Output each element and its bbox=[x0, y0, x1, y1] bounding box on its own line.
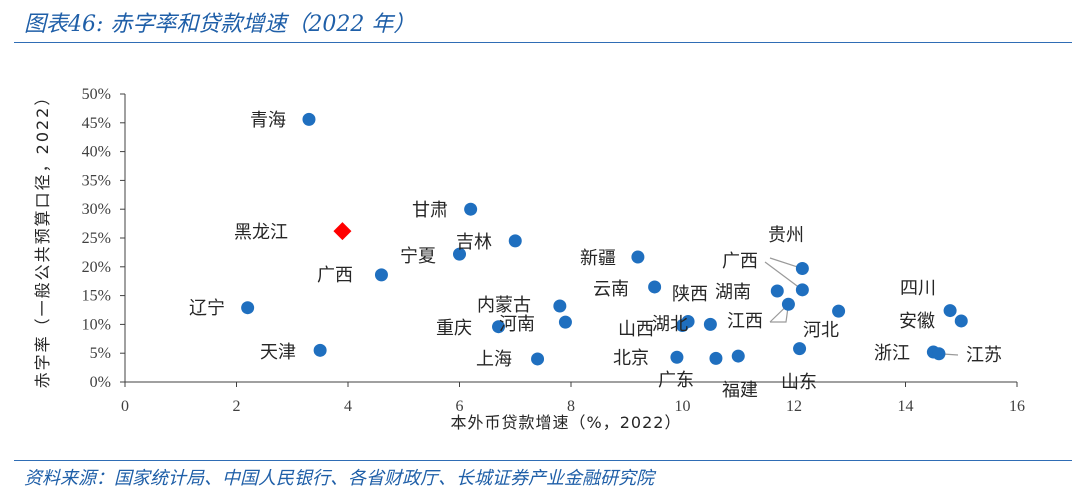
point-label: 湖南 bbox=[715, 282, 751, 303]
x-tick-label: 6 bbox=[456, 398, 464, 415]
bottom-rule bbox=[14, 460, 1072, 461]
source-note: 资料来源：国家统计局、中国人民银行、各省财政厅、长城证券产业金融研究院 bbox=[24, 468, 654, 489]
point-marker bbox=[795, 283, 809, 297]
y-tick-label: 15% bbox=[82, 288, 111, 305]
y-tick-label: 20% bbox=[82, 259, 111, 276]
x-tick-label: 12 bbox=[786, 398, 802, 415]
point-label: 辽宁 bbox=[189, 298, 225, 319]
point-label: 河南 bbox=[499, 314, 535, 335]
point-marker bbox=[531, 352, 545, 366]
point-label: 内蒙古 bbox=[477, 295, 531, 316]
point-marker bbox=[313, 343, 327, 357]
point-marker bbox=[781, 297, 795, 311]
x-tick-label: 10 bbox=[675, 398, 691, 415]
point-label: 湖北 bbox=[652, 314, 688, 335]
x-tick-label: 2 bbox=[233, 398, 241, 415]
x-tick-label: 16 bbox=[1009, 398, 1025, 415]
point-label: 山西 bbox=[618, 319, 654, 340]
point-label: 贵州 bbox=[768, 225, 804, 246]
scatter-chart: 0% 5% 10% 15% 20% 25% 30% 35% 40% 45% 50% 0 2 4 6 8 10 12… bbox=[33, 86, 1025, 432]
point-marker bbox=[676, 319, 689, 333]
point-label: 山东 bbox=[781, 372, 817, 393]
point-marker bbox=[670, 350, 684, 364]
y-tick-label: 0% bbox=[90, 374, 111, 391]
point-label: 重庆 bbox=[436, 318, 472, 339]
point-label: 天津 bbox=[260, 342, 296, 363]
point-label: 青海 bbox=[250, 110, 286, 131]
y-tick-label: 25% bbox=[82, 230, 111, 247]
y-tick-label: 35% bbox=[82, 172, 111, 189]
point-label: 福建 bbox=[722, 380, 758, 401]
x-tick-label: 8 bbox=[567, 398, 575, 415]
point-marker bbox=[508, 234, 522, 248]
point-marker bbox=[709, 351, 723, 365]
figure-title: 图表46: 赤字率和贷款增速（2022 年） bbox=[24, 12, 416, 37]
point-marker bbox=[954, 314, 968, 328]
point-label: 宁夏 bbox=[400, 246, 436, 267]
point-label: 安徽 bbox=[899, 311, 935, 332]
point-marker bbox=[943, 304, 957, 318]
top-rule bbox=[14, 42, 1072, 43]
point-label: 吉林 bbox=[456, 232, 492, 253]
point-label: 浙江 bbox=[874, 343, 910, 364]
point-label: 四川 bbox=[900, 278, 936, 299]
x-tick-label: 0 bbox=[121, 398, 129, 415]
y-axis-title: 赤字率（一般公共预算口径，2022） bbox=[33, 88, 52, 389]
point-marker bbox=[832, 304, 846, 318]
point-label: 广西 bbox=[317, 265, 353, 286]
point-label: 陕西 bbox=[672, 284, 708, 305]
point-label: 新疆 bbox=[580, 248, 616, 269]
point-marker-highlight bbox=[333, 222, 352, 241]
x-tick-label: 14 bbox=[898, 398, 914, 415]
point-label: 北京 bbox=[613, 348, 649, 369]
point-marker bbox=[241, 301, 255, 315]
y-tick-label: 50% bbox=[82, 86, 111, 103]
leader-line bbox=[764, 261, 803, 291]
data-points bbox=[241, 112, 968, 366]
point-label: 江西 bbox=[727, 311, 763, 332]
point-marker bbox=[453, 247, 466, 261]
chart-axes: 0% 5% 10% 15% 20% 25% 30% 35% 40% 45% 50% 0 2 4 6 8 10 12… bbox=[82, 86, 1025, 415]
point-label: 上海 bbox=[476, 349, 512, 370]
point-label: 黑龙江 bbox=[234, 222, 288, 243]
point-label: 广西 bbox=[722, 251, 758, 272]
point-marker bbox=[464, 202, 478, 216]
y-tick-label: 10% bbox=[82, 316, 111, 333]
point-marker bbox=[631, 250, 645, 264]
point-marker bbox=[374, 268, 388, 282]
point-marker bbox=[932, 347, 946, 361]
point-marker bbox=[492, 320, 506, 334]
point-marker bbox=[795, 262, 809, 276]
y-tick-label: 40% bbox=[82, 144, 111, 161]
y-tick-label: 45% bbox=[82, 115, 111, 132]
point-marker bbox=[793, 342, 807, 356]
x-tick-label: 4 bbox=[344, 398, 352, 415]
y-tick-label: 5% bbox=[90, 345, 111, 362]
point-marker bbox=[553, 299, 567, 313]
point-marker bbox=[558, 315, 572, 329]
point-marker bbox=[731, 349, 745, 363]
point-label: 云南 bbox=[593, 279, 629, 300]
point-marker bbox=[302, 112, 316, 126]
point-label: 江苏 bbox=[966, 345, 1002, 366]
point-marker bbox=[770, 284, 784, 298]
point-marker bbox=[648, 280, 662, 294]
x-axis-title: 本外币贷款增速（%，2022） bbox=[451, 413, 682, 432]
point-label: 广东 bbox=[658, 370, 694, 391]
point-label: 甘肃 bbox=[412, 200, 448, 221]
point-marker bbox=[703, 317, 717, 331]
point-label: 河北 bbox=[803, 320, 839, 341]
y-tick-label: 30% bbox=[82, 201, 111, 218]
